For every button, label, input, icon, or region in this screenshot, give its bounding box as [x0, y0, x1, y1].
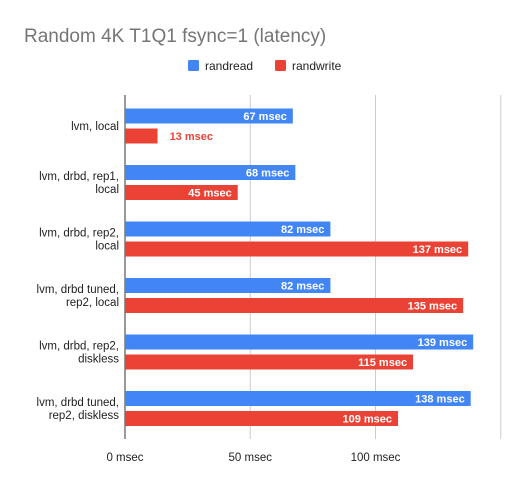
legend: randread randwrite: [188, 59, 342, 73]
category-label: lvm, local: [71, 121, 119, 133]
category-label: lvm, drbd, rep2,: [39, 228, 119, 240]
bar-randread-1: [125, 165, 296, 180]
bar-randwrite-5: [125, 411, 399, 426]
data-label-randwrite-0: 13 msec: [170, 131, 213, 143]
bar-randread-0: [125, 108, 293, 124]
data-label-randread-5: 138 msec: [415, 394, 465, 406]
category-label: local: [95, 241, 119, 253]
category-label: lvm, drbd, rep1,: [39, 171, 119, 183]
bar-randwrite-3: [125, 298, 464, 313]
category-label: lvm, drbd tuned,: [37, 397, 119, 409]
data-label-randwrite-2: 137 msec: [413, 244, 463, 256]
category-label: local: [95, 184, 119, 196]
bar-randread-5: [125, 391, 471, 406]
bar-randwrite-2: [125, 241, 469, 257]
data-label-randwrite-5: 109 msec: [342, 414, 392, 426]
category-label: lvm, drbd, rep2,: [39, 341, 119, 353]
data-label-randwrite-1: 45 msec: [188, 188, 231, 200]
bar-randread-4: [125, 334, 474, 350]
category-label: lvm, drbd tuned,: [37, 284, 119, 296]
data-label-randread-3: 82 msec: [281, 281, 324, 293]
gridlines: [124, 95, 502, 439]
x-tick-label: 0 msec: [106, 452, 143, 464]
legend-label-randwrite: randwrite: [292, 59, 342, 73]
data-label-randread-0: 67 msec: [243, 111, 286, 123]
data-label-randread-4: 139 msec: [418, 337, 468, 349]
bar-randwrite-1: [125, 185, 238, 200]
data-label-randread-1: 68 msec: [246, 168, 289, 180]
legend-label-randread: randread: [205, 59, 253, 73]
chart-title: Random 4K T1Q1 fsync=1 (latency): [24, 26, 326, 47]
x-tick-label: 100 msec: [351, 452, 401, 464]
data-label-randwrite-3: 135 msec: [408, 301, 458, 313]
legend-swatch-randread: [188, 60, 199, 71]
data-label-randread-2: 82 msec: [281, 224, 324, 236]
legend-swatch-randwrite: [275, 60, 286, 71]
x-axis-ticks: 0 msec 50 msec 100 msec: [106, 452, 400, 464]
bar-randwrite-4: [125, 354, 414, 370]
bars: 67 msec 13 msec 68 msec 45 msec 82 msec 137 m…: [125, 108, 474, 426]
category-label: diskless: [78, 354, 119, 366]
bar-randwrite-0: [125, 128, 158, 144]
bar-randread-3: [125, 278, 331, 293]
x-tick-label: 50 msec: [229, 452, 273, 464]
category-label: rep2, diskless: [49, 410, 120, 422]
category-label: rep2, local: [66, 297, 119, 309]
data-label-randwrite-4: 115 msec: [358, 357, 407, 369]
bar-randread-2: [125, 221, 331, 237]
